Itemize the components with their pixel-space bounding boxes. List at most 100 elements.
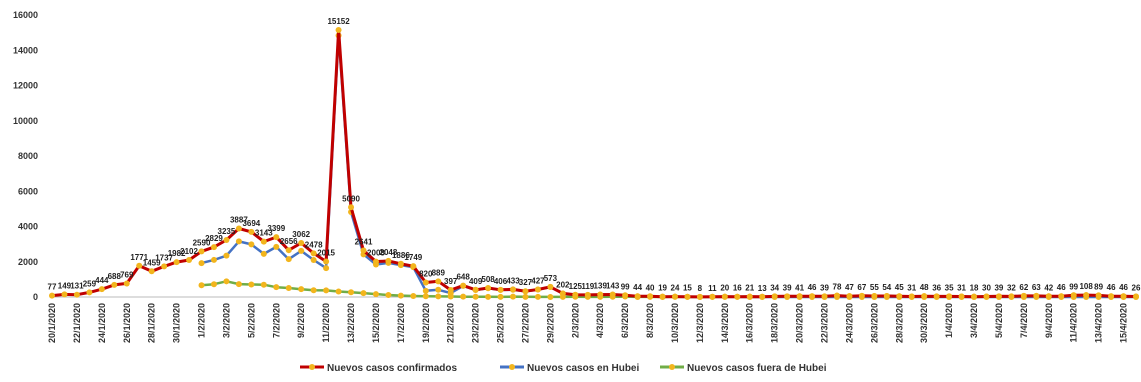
data-point [198, 248, 205, 255]
data-point [273, 234, 280, 241]
x-tick-label: 26/1/2020 [122, 303, 132, 343]
data-point [485, 285, 492, 292]
x-tick-label: 30/3/2020 [919, 303, 929, 343]
data-point [1058, 293, 1065, 300]
data-point [385, 291, 392, 298]
data-point [485, 293, 492, 300]
data-point [260, 250, 267, 257]
x-tick-label: 26/3/2020 [869, 303, 879, 343]
data-label: 48 [920, 283, 929, 292]
data-label: 99 [621, 282, 630, 291]
data-point [472, 286, 479, 293]
data-label: 143 [606, 281, 620, 290]
data-label: 259 [83, 279, 97, 288]
data-label: 3887 [230, 215, 248, 224]
data-point [435, 286, 442, 293]
data-label: 2478 [305, 240, 323, 249]
data-point [136, 262, 143, 269]
data-label: 2102 [180, 247, 198, 256]
data-label: 2048 [380, 248, 398, 257]
data-point [223, 252, 230, 259]
y-tick-label: 6000 [18, 186, 38, 196]
data-point [846, 293, 853, 300]
data-point [559, 290, 566, 297]
data-point [360, 290, 367, 297]
data-point [348, 204, 355, 211]
x-tick-label: 14/3/2020 [720, 303, 730, 343]
x-tick-label: 15/2/2020 [371, 303, 381, 343]
legend-marker [509, 364, 515, 370]
x-tick-label: 30/1/2020 [172, 303, 182, 343]
x-tick-label: 9/2/2020 [296, 303, 306, 338]
legend-label: Nuevos casos en Hubei [527, 363, 639, 374]
data-point [883, 293, 890, 300]
y-tick-label: 8000 [18, 151, 38, 161]
x-tick-label: 2/3/2020 [570, 303, 580, 338]
y-tick-label: 10000 [13, 116, 38, 126]
x-tick-label: 13/2/2020 [346, 303, 356, 343]
data-point [248, 241, 255, 248]
y-tick-label: 2000 [18, 257, 38, 267]
x-tick-label: 17/2/2020 [396, 303, 406, 343]
data-point [584, 291, 591, 298]
data-label: 508 [481, 275, 495, 284]
data-label: 131 [70, 282, 84, 291]
data-point [983, 293, 990, 300]
data-point [186, 256, 193, 263]
data-point [1033, 292, 1040, 299]
data-point [634, 293, 641, 300]
x-tick-label: 8/3/2020 [645, 303, 655, 338]
data-point [684, 293, 691, 300]
data-point [995, 293, 1002, 300]
data-point [510, 293, 517, 300]
data-point [198, 282, 205, 289]
data-point [460, 293, 467, 300]
data-point [472, 293, 479, 300]
data-point [73, 291, 80, 298]
x-tick-label: 12/3/2020 [695, 303, 705, 343]
data-point [86, 289, 93, 296]
data-point [908, 293, 915, 300]
data-label: 2641 [355, 237, 373, 246]
data-point [49, 292, 55, 299]
data-point [298, 247, 305, 254]
data-point [622, 292, 629, 299]
data-point [510, 286, 517, 293]
data-label: 24 [671, 284, 680, 293]
y-tick-label: 4000 [18, 222, 38, 232]
legend-marker [309, 364, 315, 370]
x-tick-label: 19/2/2020 [421, 303, 431, 343]
data-label: 5090 [342, 194, 360, 203]
data-point [123, 280, 130, 287]
data-point [310, 287, 317, 294]
data-point [1095, 292, 1102, 299]
data-label: 1886 [392, 251, 410, 260]
x-tick-label: 4/3/2020 [595, 303, 605, 338]
data-point [397, 292, 404, 299]
data-point [746, 293, 753, 300]
x-tick-label: 20/3/2020 [795, 303, 805, 343]
data-point [161, 263, 168, 270]
y-tick-label: 16000 [13, 10, 38, 20]
data-label: 433 [506, 276, 520, 285]
data-label: 46 [1057, 283, 1066, 292]
data-label: 18 [970, 284, 979, 293]
data-point [335, 26, 342, 33]
x-tick-label: 10/3/2020 [670, 303, 680, 343]
data-point [671, 293, 678, 300]
data-point [410, 263, 417, 270]
data-label: 3694 [242, 219, 260, 228]
data-point [285, 256, 292, 263]
data-label: 3399 [267, 224, 285, 233]
data-point [497, 293, 504, 300]
data-label: 2829 [205, 234, 223, 243]
data-label: 36 [932, 283, 941, 292]
data-point [435, 293, 442, 300]
data-label: 21 [745, 284, 754, 293]
data-label: 42 [1044, 283, 1053, 292]
data-label: 47 [845, 283, 854, 292]
data-point [896, 293, 903, 300]
data-point [784, 293, 791, 300]
data-label: 2590 [193, 238, 211, 247]
x-tick-label: 13/4/2020 [1094, 303, 1104, 343]
